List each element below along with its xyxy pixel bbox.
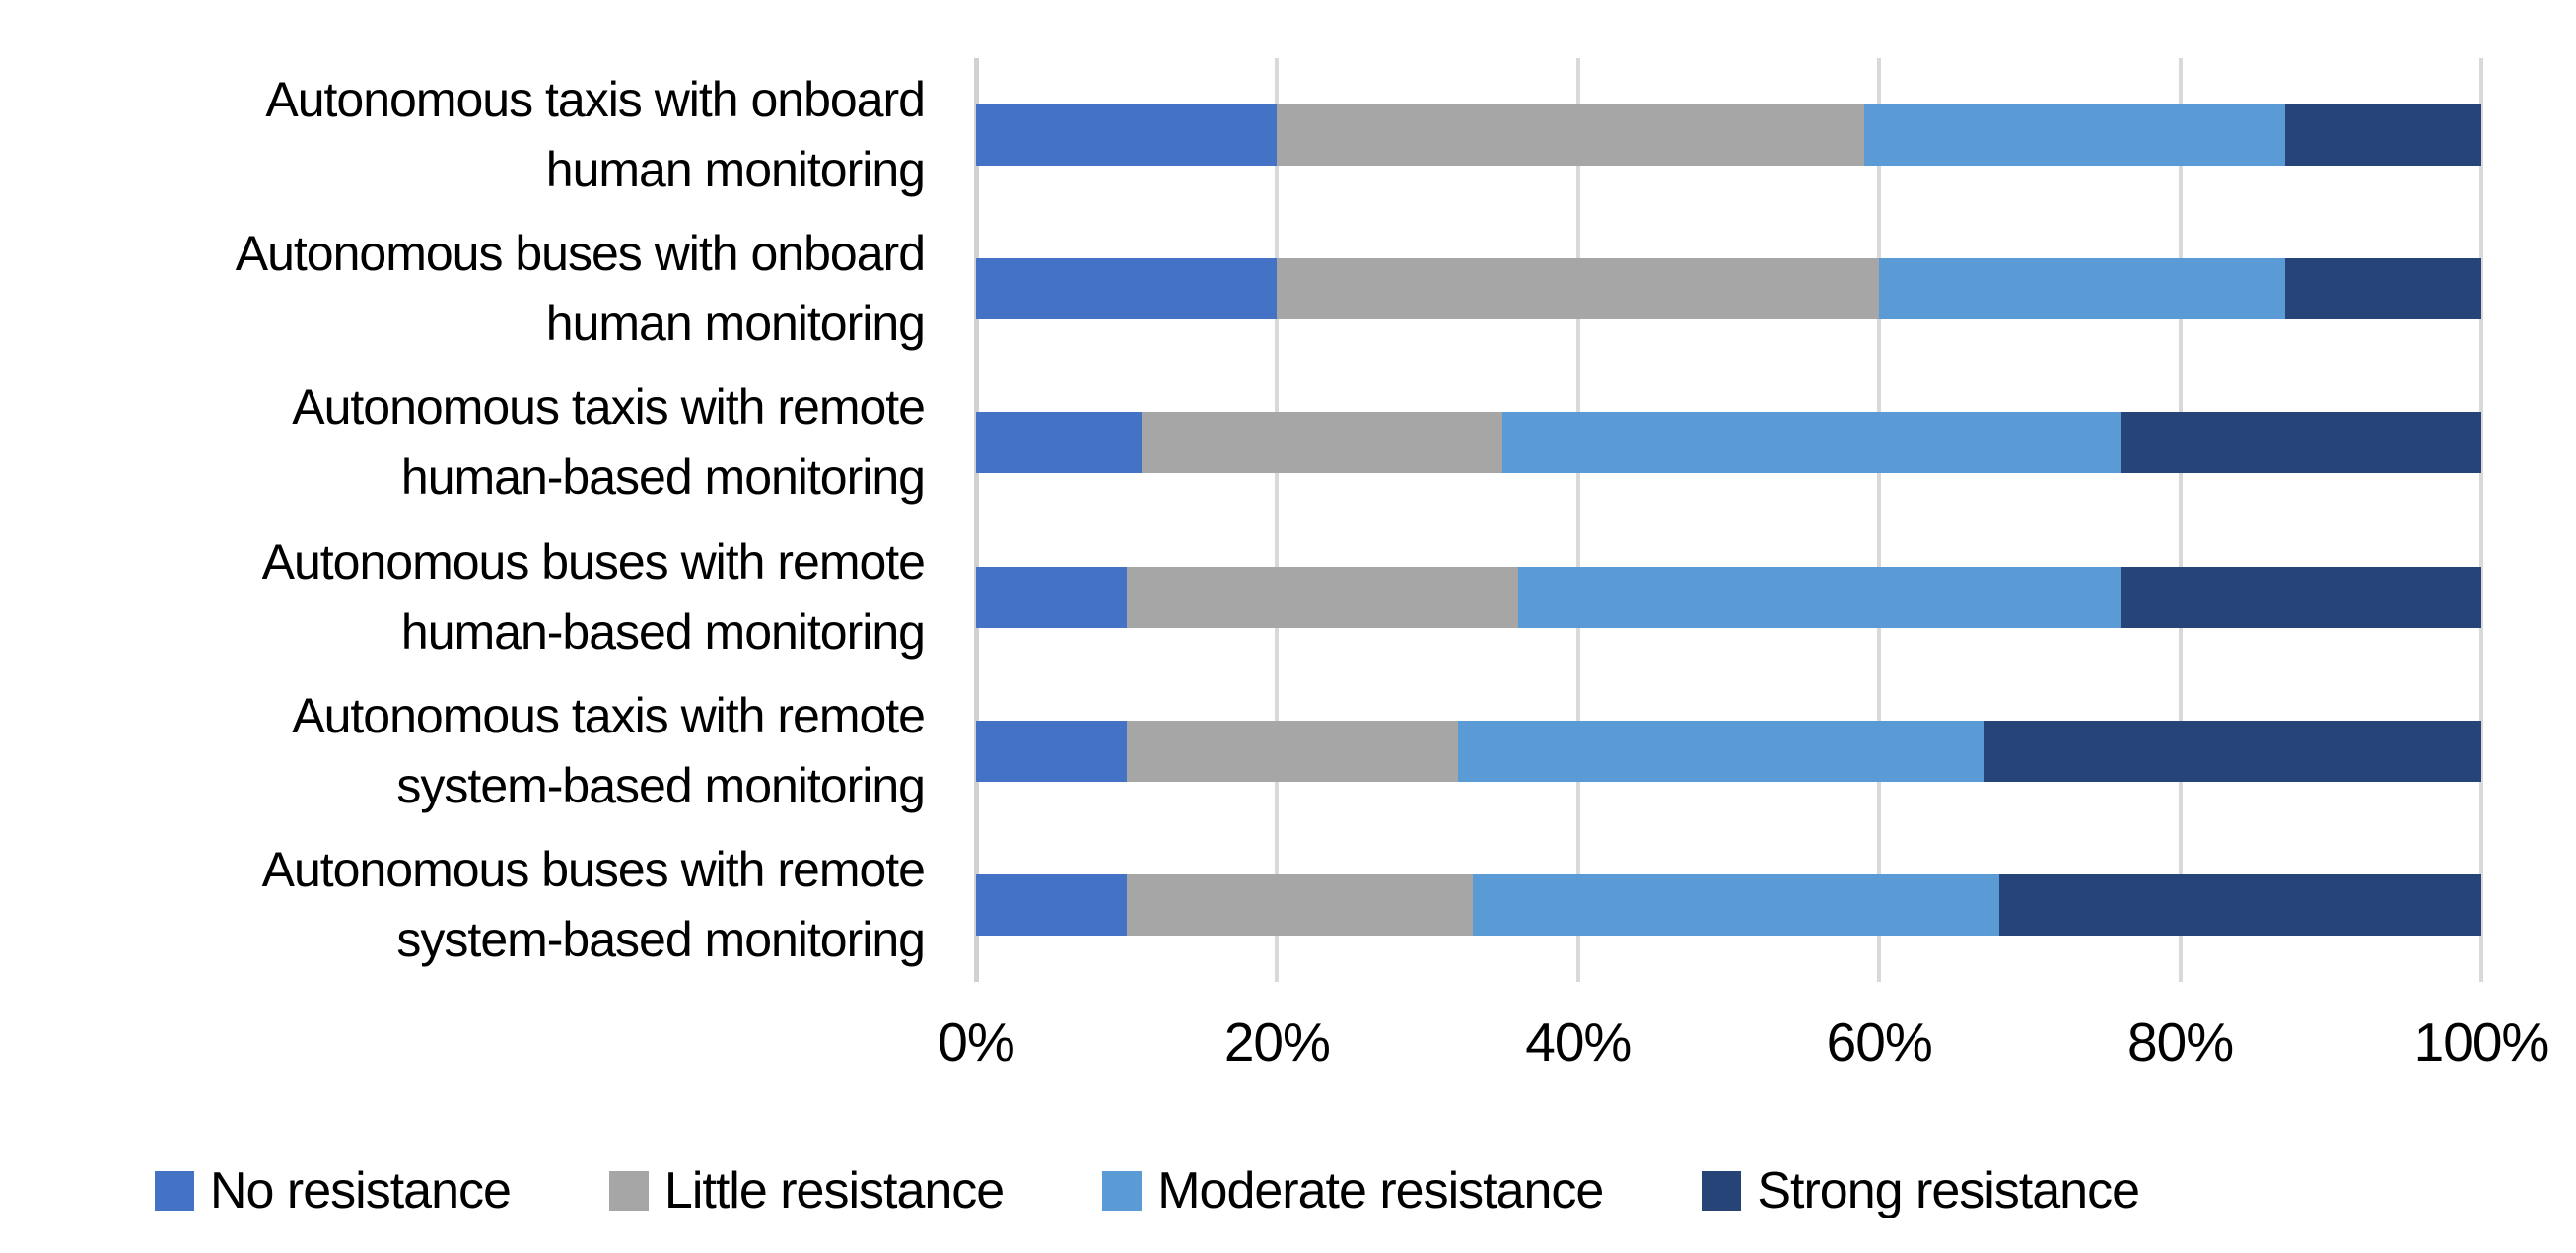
x-tick-label-40: 40% xyxy=(1525,1011,1632,1073)
x-tick-label-60: 60% xyxy=(1826,1011,1933,1073)
bar-segment-little-resistance xyxy=(1141,412,1503,474)
category-label-line: Autonomous taxis with remote xyxy=(292,380,926,436)
legend-item-strong-resistance: Strong resistance xyxy=(1702,1161,2140,1220)
bar-row-5 xyxy=(976,720,2481,782)
category-label-line: human-based monitoring xyxy=(400,603,926,660)
legend-swatch-icon xyxy=(608,1171,649,1211)
legend-label: Little resistance xyxy=(663,1162,1005,1219)
gridline-80 xyxy=(2178,58,2183,982)
category-label-line: Autonomous taxis with remote xyxy=(292,687,926,743)
category-label-5: Autonomous taxis with remote system-based… xyxy=(0,681,926,821)
bar-segment-no-resistance xyxy=(976,258,1278,320)
bar-segment-strong-resistance xyxy=(1999,873,2481,936)
category-label-line: system-based monitoring xyxy=(396,911,926,967)
category-label-4: Autonomous buses with remote human-based … xyxy=(0,527,926,667)
bar-segment-strong-resistance xyxy=(2120,566,2481,628)
bar-segment-moderate-resistance xyxy=(1517,566,2121,628)
gridline-100 xyxy=(2479,58,2483,982)
bar-segment-little-resistance xyxy=(1126,566,1518,628)
legend-swatch-icon xyxy=(1102,1171,1143,1211)
bar-segment-little-resistance xyxy=(1277,258,1880,320)
legend: No resistance Little resistance Moderate r… xyxy=(155,1151,2576,1230)
bar-segment-moderate-resistance xyxy=(1502,412,2121,474)
x-axis: 0% 20% 40% 60% 80% 100% xyxy=(938,1008,2549,1077)
x-tick-label-20: 20% xyxy=(1223,1011,1331,1073)
x-tick-label-80: 80% xyxy=(2127,1011,2234,1073)
bar-segment-moderate-resistance xyxy=(1457,720,1985,782)
bar-row-2 xyxy=(976,258,2481,320)
gridline-40 xyxy=(1575,58,1580,982)
bar-segment-strong-resistance xyxy=(2285,258,2481,320)
category-label-line: Autonomous buses with onboard xyxy=(235,226,926,282)
category-label-line: Autonomous taxis with onboard xyxy=(265,72,926,128)
legend-swatch-icon xyxy=(155,1171,194,1211)
x-tick-label-0: 0% xyxy=(938,1011,1014,1073)
gridline-20 xyxy=(1275,58,1280,982)
bar-segment-no-resistance xyxy=(976,873,1127,936)
bar-row-4 xyxy=(976,566,2481,628)
legend-label: Moderate resistance xyxy=(1157,1162,1604,1219)
bar-segment-moderate-resistance xyxy=(1472,873,2000,936)
legend-item-moderate-resistance: Moderate resistance xyxy=(1102,1161,1604,1220)
category-label-1: Autonomous taxis with onboard human monit… xyxy=(0,65,926,205)
legend-label: No resistance xyxy=(210,1162,512,1219)
bar-segment-strong-resistance xyxy=(2120,412,2481,474)
legend-item-little-resistance: Little resistance xyxy=(608,1161,1005,1220)
category-label-line: human monitoring xyxy=(545,296,926,352)
category-label-line: Autonomous buses with remote xyxy=(261,841,926,897)
bar-row-6 xyxy=(976,873,2481,936)
bar-segment-moderate-resistance xyxy=(1879,258,2286,320)
category-label-3: Autonomous taxis with remote human-based … xyxy=(0,373,926,513)
category-label-2: Autonomous buses with onboard human monit… xyxy=(0,219,926,359)
category-label-line: system-based monitoring xyxy=(396,757,926,813)
category-label-line: human-based monitoring xyxy=(400,450,926,506)
plot-area xyxy=(974,58,2483,982)
bar-row-3 xyxy=(976,412,2481,474)
bar-row-1 xyxy=(976,104,2481,167)
bar-segment-no-resistance xyxy=(976,412,1142,474)
legend-item-no-resistance: No resistance xyxy=(155,1161,512,1220)
bar-segment-strong-resistance xyxy=(2285,104,2481,167)
bar-segment-no-resistance xyxy=(976,720,1127,782)
bar-segment-little-resistance xyxy=(1126,720,1458,782)
bar-segment-moderate-resistance xyxy=(1863,104,2286,167)
legend-swatch-icon xyxy=(1702,1171,1742,1211)
bar-segment-no-resistance xyxy=(976,104,1278,167)
x-tick-label-100: 100% xyxy=(2413,1011,2550,1073)
category-label-line: Autonomous buses with remote xyxy=(261,533,926,590)
category-label-6: Autonomous buses with remote system-based… xyxy=(0,835,926,975)
gridline-0 xyxy=(974,58,979,982)
legend-label: Strong resistance xyxy=(1757,1162,2140,1219)
category-label-line: human monitoring xyxy=(545,142,926,198)
bar-segment-strong-resistance xyxy=(1984,720,2481,782)
bar-segment-little-resistance xyxy=(1126,873,1473,936)
gridline-60 xyxy=(1877,58,1882,982)
bar-segment-little-resistance xyxy=(1277,104,1864,167)
bar-segment-no-resistance xyxy=(976,566,1127,628)
